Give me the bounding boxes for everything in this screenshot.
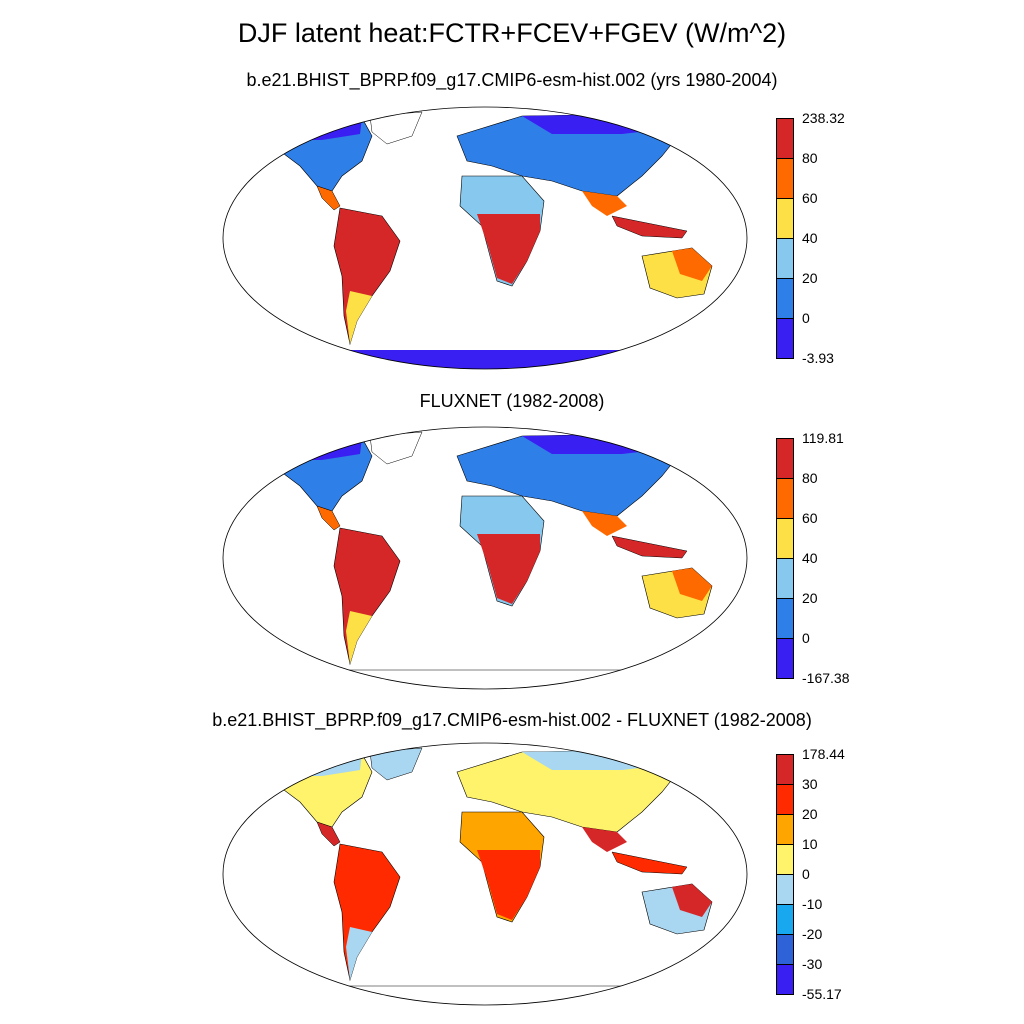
colorbar-swatch (776, 278, 794, 319)
antarctica-outline (271, 669, 693, 689)
colorbar-label: 20 (802, 270, 818, 286)
colorbar-label: 238.32 (802, 110, 845, 126)
central-america-shape (316, 821, 341, 847)
maritime-continent-shape (611, 851, 688, 875)
colorbar-label: -20 (802, 926, 823, 942)
colorbar-swatch (776, 198, 794, 239)
antarctica-shape (272, 350, 692, 369)
colorbar-label: -30 (802, 956, 823, 972)
colorbar-swatch (776, 754, 794, 785)
australia-north (672, 248, 712, 281)
panel-2-subtitle: FLUXNET (1982-2008) (419, 391, 605, 411)
colorbar-swatch (776, 438, 794, 479)
colorbar-swatch (776, 238, 794, 279)
south-america-south (346, 611, 372, 664)
colorbar-label: 40 (802, 550, 818, 566)
colorbar-label: 60 (802, 510, 818, 526)
australia-north (672, 884, 712, 917)
colorbar-swatch (776, 874, 794, 905)
colorbar-label: 0 (802, 866, 810, 882)
new-zealand-shape (718, 292, 730, 311)
colorbar-label: 20 (802, 806, 818, 822)
colorbar-label: 0 (802, 310, 810, 326)
panel-3-colorbar: 178.44 30 20 10 0 -10 -20 -30 -55.17 (776, 746, 866, 1008)
antarctica-outline (271, 985, 693, 1005)
panel-3-map (222, 742, 748, 1006)
south-asia-shape (582, 191, 627, 216)
colorbar-label: 10 (802, 836, 818, 852)
new-zealand-shape (718, 928, 730, 947)
maritime-continent-shape (611, 215, 688, 239)
panel-1-subtitle: b.e21.BHIST_BPRP.f09_g17.CMIP6-esm-hist.… (246, 70, 778, 90)
colorbar-label: 60 (802, 190, 818, 206)
colorbar-label: 178.44 (802, 746, 845, 762)
colorbar-swatch (776, 118, 794, 159)
greenland-shape (369, 431, 423, 465)
south-america-shape (333, 527, 401, 666)
colorbar-label: 80 (802, 470, 818, 486)
central-america-shape (316, 505, 341, 531)
colorbar-label: -10 (802, 896, 823, 912)
colorbar-swatch (776, 814, 794, 845)
colorbar-swatch (776, 558, 794, 599)
south-america-south (346, 291, 372, 344)
new-zealand-shape (718, 612, 730, 631)
colorbar-label: 119.81 (802, 430, 844, 446)
south-america-south (346, 927, 372, 980)
panel-2-colorbar: 119.81 80 60 40 20 0 -167.38 (776, 430, 866, 692)
greenland-shape (369, 111, 423, 145)
colorbar-label: -55.17 (802, 986, 842, 1002)
africa-tropics (477, 850, 540, 920)
colorbar-label: 80 (802, 150, 818, 166)
africa-tropics (477, 534, 540, 604)
map-border (222, 106, 748, 370)
colorbar-label: 40 (802, 230, 818, 246)
colorbar-swatch (776, 318, 794, 359)
colorbar-swatch (776, 844, 794, 875)
africa-tropics (477, 214, 540, 284)
colorbar-label: 0 (802, 630, 810, 646)
panel-3-subtitle: b.e21.BHIST_BPRP.f09_g17.CMIP6-esm-hist.… (212, 710, 812, 730)
maritime-continent-shape (611, 535, 688, 559)
south-america-shape (333, 207, 401, 346)
australia-north (672, 568, 712, 601)
figure-title: DJF latent heat:FCTR+FCEV+FGEV (W/m^2) (237, 18, 787, 48)
colorbar-swatch (776, 904, 794, 935)
colorbar-swatch (776, 638, 794, 679)
greenland-shape (369, 747, 423, 781)
central-america-shape (316, 185, 341, 211)
colorbar-swatch (776, 158, 794, 199)
colorbar-swatch (776, 784, 794, 815)
south-asia-shape (582, 827, 627, 852)
panel-1-map (222, 106, 748, 370)
south-america-shape (333, 843, 401, 982)
colorbar-swatch (776, 598, 794, 639)
colorbar-swatch (776, 934, 794, 965)
panel-1-colorbar: 238.32 80 60 40 20 0 -3.93 (776, 110, 866, 372)
map-border (222, 742, 748, 1006)
colorbar-label: -167.38 (802, 670, 850, 686)
south-asia-shape (582, 511, 627, 536)
map-border (222, 426, 748, 690)
colorbar-label: -3.93 (802, 350, 834, 366)
colorbar-swatch (776, 518, 794, 559)
colorbar-swatch (776, 478, 794, 519)
colorbar-swatch (776, 964, 794, 995)
panel-2-map (222, 426, 748, 690)
colorbar-label: 20 (802, 590, 818, 606)
colorbar-label: 30 (802, 776, 818, 792)
